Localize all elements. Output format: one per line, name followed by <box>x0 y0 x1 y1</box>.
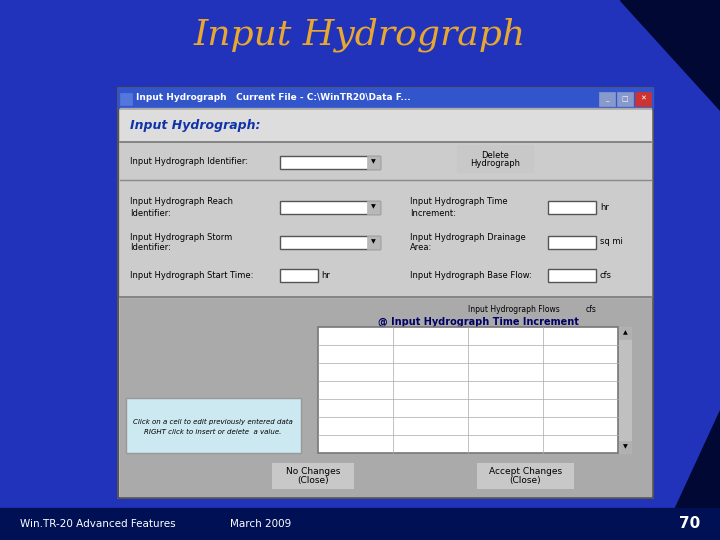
Text: ▼: ▼ <box>623 444 627 449</box>
Text: cfs: cfs <box>600 271 612 280</box>
Bar <box>118 88 653 108</box>
Bar <box>548 200 596 213</box>
Text: Accept Changes: Accept Changes <box>489 468 562 476</box>
Bar <box>273 464 353 488</box>
Bar <box>619 327 631 339</box>
Point <box>389 450 397 456</box>
Point <box>613 414 622 420</box>
Point <box>314 378 323 384</box>
Bar <box>120 93 132 105</box>
Text: sq mi: sq mi <box>600 238 623 246</box>
Bar <box>120 142 651 297</box>
Text: Input Hydrograph Time: Input Hydrograph Time <box>410 198 508 206</box>
Text: ▼: ▼ <box>371 159 376 165</box>
Point <box>314 360 323 366</box>
Bar <box>367 235 380 248</box>
Text: No Changes: No Changes <box>286 468 340 476</box>
Point <box>314 342 323 348</box>
Bar <box>599 92 615 106</box>
Text: □: □ <box>621 96 629 102</box>
Point <box>539 450 547 456</box>
Point <box>613 342 622 348</box>
Text: Click on a cell to edit previously entered data: Click on a cell to edit previously enter… <box>133 418 293 424</box>
Point <box>539 324 547 330</box>
Text: Input Hydrograph Reach: Input Hydrograph Reach <box>130 198 233 206</box>
Point <box>647 294 655 300</box>
Text: ✕: ✕ <box>640 96 646 102</box>
Text: RIGHT click to insert or delete  a value.: RIGHT click to insert or delete a value. <box>144 429 282 435</box>
Point <box>116 139 125 145</box>
Bar <box>617 92 633 106</box>
Text: 70: 70 <box>679 516 700 531</box>
Bar <box>635 92 651 106</box>
Text: @ Input Hydrograph Time Increment: @ Input Hydrograph Time Increment <box>378 317 579 327</box>
Bar <box>118 88 653 498</box>
Bar <box>120 110 651 142</box>
Point <box>314 414 323 420</box>
Bar <box>367 200 380 213</box>
Bar <box>280 200 380 213</box>
Text: Increment:: Increment: <box>410 208 456 218</box>
Bar <box>478 464 573 488</box>
Text: ▼: ▼ <box>371 240 376 245</box>
Polygon shape <box>620 0 720 110</box>
Text: Delete: Delete <box>482 151 510 159</box>
Text: Win.TR-20 Advanced Features: Win.TR-20 Advanced Features <box>20 519 176 529</box>
Text: Input Hydrograph Identifier:: Input Hydrograph Identifier: <box>130 158 248 166</box>
Text: Hydrograph: Hydrograph <box>470 159 521 168</box>
Point <box>647 139 655 145</box>
Text: Identifier:: Identifier: <box>130 244 171 253</box>
Text: Input Hydrograph   Current File - C:\WinTR20\Data F...: Input Hydrograph Current File - C:\WinTR… <box>136 93 410 103</box>
Point <box>613 360 622 366</box>
Text: _: _ <box>606 96 608 102</box>
Text: (Close): (Close) <box>510 476 541 485</box>
Text: hr: hr <box>600 202 609 212</box>
Bar <box>0 508 720 540</box>
Point <box>613 396 622 402</box>
Text: Input Hydrograph Start Time:: Input Hydrograph Start Time: <box>130 271 253 280</box>
Text: hr: hr <box>321 271 330 280</box>
Text: Input Hydrograph Drainage: Input Hydrograph Drainage <box>410 233 526 241</box>
Point <box>613 432 622 438</box>
Point <box>647 177 655 183</box>
Bar <box>120 108 651 496</box>
Bar <box>619 441 631 453</box>
Text: ▼: ▼ <box>371 205 376 210</box>
Bar <box>126 398 301 453</box>
Bar <box>280 235 380 248</box>
Point <box>116 294 125 300</box>
Bar <box>367 156 380 168</box>
Bar <box>280 268 318 281</box>
Bar <box>280 156 380 168</box>
Bar <box>548 268 596 281</box>
Text: ▲: ▲ <box>623 330 627 335</box>
Polygon shape <box>660 410 720 540</box>
Point <box>314 432 323 438</box>
Text: cfs: cfs <box>586 305 597 314</box>
Bar <box>458 146 533 172</box>
Text: Identifier:: Identifier: <box>130 208 171 218</box>
Text: Area:: Area: <box>410 244 432 253</box>
Point <box>116 177 125 183</box>
Bar <box>548 235 596 248</box>
Text: Input Hydrograph Base Flow:: Input Hydrograph Base Flow: <box>410 271 532 280</box>
Point <box>464 324 472 330</box>
Text: Input Hydrograph:: Input Hydrograph: <box>130 119 261 132</box>
Bar <box>318 327 618 453</box>
Text: Input Hydrograph Storm: Input Hydrograph Storm <box>130 233 233 241</box>
Text: Input Hydrograph Flows: Input Hydrograph Flows <box>468 305 559 314</box>
Bar <box>619 327 631 453</box>
Point <box>613 378 622 384</box>
Text: March 2009: March 2009 <box>230 519 292 529</box>
Point <box>464 450 472 456</box>
Text: (Close): (Close) <box>297 476 329 485</box>
Point <box>389 324 397 330</box>
Text: Input Hydrograph: Input Hydrograph <box>194 18 526 52</box>
Point <box>314 396 323 402</box>
